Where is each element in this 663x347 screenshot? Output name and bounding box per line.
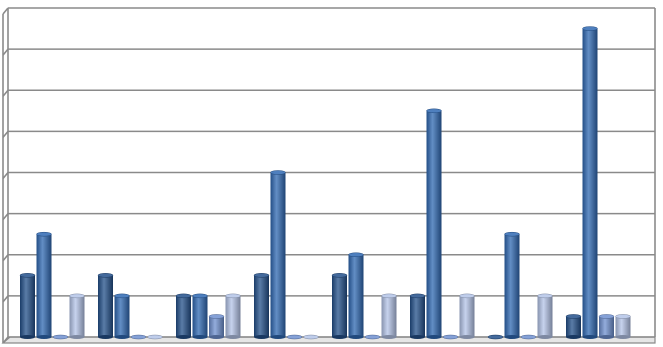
bar-base <box>537 335 553 339</box>
bar-base <box>176 335 191 339</box>
bar-cap <box>381 293 397 299</box>
bar <box>98 275 113 337</box>
bar <box>69 295 85 337</box>
bar <box>36 234 52 337</box>
bar-base <box>192 335 208 339</box>
bar-cap <box>504 231 520 237</box>
bar <box>192 295 208 337</box>
grid-line-side <box>2 295 9 303</box>
bar-cap <box>364 334 381 340</box>
bar-cap <box>459 293 475 299</box>
bar-base <box>20 335 35 339</box>
bar-cap <box>487 334 504 340</box>
bar-base <box>254 335 269 339</box>
bar-cap <box>52 334 69 340</box>
bar-cap <box>331 273 348 278</box>
bar-cap <box>175 293 192 299</box>
grid-line-side <box>2 48 9 56</box>
bar-base <box>36 335 52 339</box>
bar-base <box>348 335 364 339</box>
bar-base <box>426 335 442 339</box>
bar-cap <box>598 314 615 319</box>
bar-cap <box>130 334 147 340</box>
grid-line-side <box>2 7 9 15</box>
bar-base <box>332 335 347 339</box>
grid-line-side <box>2 171 9 180</box>
bar <box>254 275 269 337</box>
bar-base <box>410 335 425 339</box>
bar-cap <box>147 334 163 340</box>
bar-cap <box>426 108 442 114</box>
bar-base <box>615 335 631 339</box>
bar-cap <box>19 273 36 278</box>
bar-cap <box>615 314 631 319</box>
bar-cap <box>286 334 303 340</box>
bar-cap <box>348 252 364 257</box>
bar <box>504 234 520 337</box>
bar-base <box>566 335 581 339</box>
bar-base <box>209 335 224 339</box>
bar-base <box>459 335 475 339</box>
grid-line-side <box>2 254 9 262</box>
bar <box>410 295 425 337</box>
bar <box>348 254 364 337</box>
bar-cap <box>208 314 225 319</box>
grid-line-side <box>2 89 9 97</box>
bar-cap <box>97 273 114 278</box>
bar-base <box>504 335 520 339</box>
bar-cap <box>192 293 208 299</box>
bar <box>615 316 631 337</box>
bar-cap <box>253 273 270 278</box>
bar-cap <box>225 293 241 299</box>
bar <box>566 316 581 337</box>
bar-cap <box>537 293 553 299</box>
bar-cap <box>582 26 598 31</box>
bar <box>537 295 553 337</box>
bar-cap <box>520 334 537 340</box>
bar <box>332 275 347 337</box>
bar-cap <box>442 334 459 340</box>
bar <box>599 316 614 337</box>
bar-base <box>98 335 113 339</box>
bar-cap <box>303 334 319 340</box>
bar <box>270 172 286 337</box>
bar <box>114 295 130 337</box>
bar-base <box>582 335 598 339</box>
bar-cap <box>36 231 52 237</box>
bar <box>381 295 397 337</box>
bar-cap <box>114 293 130 299</box>
grid-line-side <box>2 336 9 344</box>
bar-base <box>114 335 130 339</box>
bar-base <box>69 335 85 339</box>
bar-cap <box>69 293 85 299</box>
bar-cap <box>270 170 286 175</box>
bar <box>209 316 224 337</box>
grid-line-side <box>2 213 9 221</box>
bar-cap <box>565 314 582 319</box>
bar <box>426 110 442 337</box>
bar-cap <box>409 293 426 299</box>
bar-base <box>270 335 286 339</box>
bar <box>20 275 35 337</box>
bar <box>176 295 191 337</box>
bar-base <box>599 335 614 339</box>
bar <box>225 295 241 337</box>
grid-line-side <box>2 130 9 138</box>
bar-base <box>225 335 241 339</box>
bar <box>459 295 475 337</box>
bar-base <box>381 335 397 339</box>
bar <box>582 28 598 337</box>
